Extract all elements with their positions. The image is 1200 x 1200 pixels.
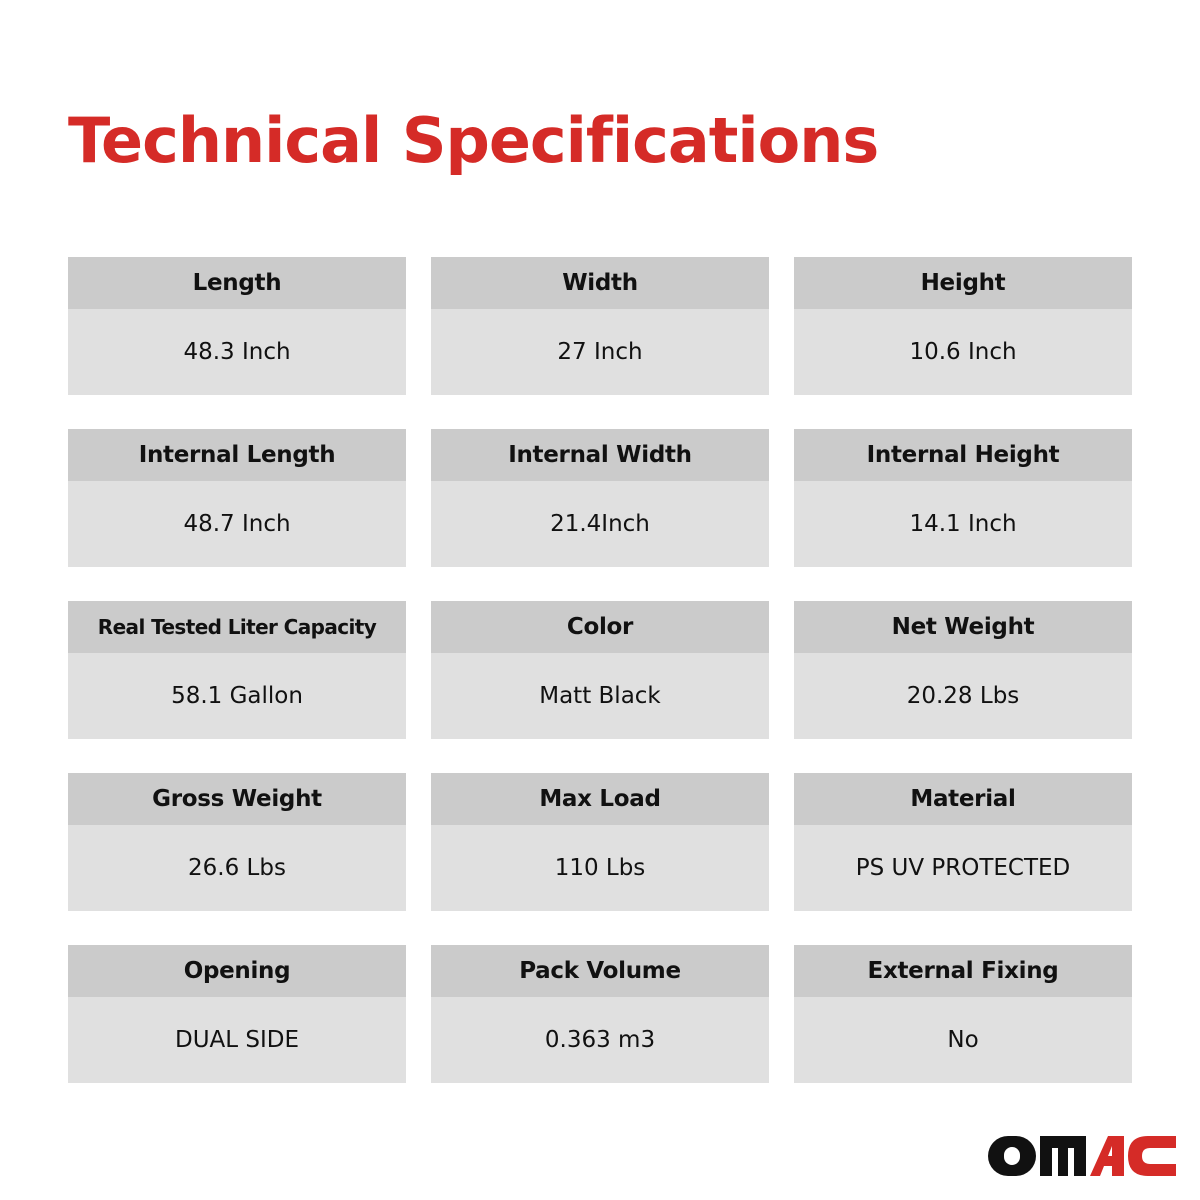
spec-card-real-tested-liter-capacity: Real Tested Liter Capacity 58.1 Gallon — [68, 601, 406, 739]
spec-card-width: Width 27 Inch — [431, 257, 769, 395]
spec-label: Height — [794, 257, 1132, 309]
spec-card-color: Color Matt Black — [431, 601, 769, 739]
spec-label: Internal Length — [68, 429, 406, 481]
spec-value: DUAL SIDE — [174, 1027, 300, 1053]
spec-label: Color — [431, 601, 769, 653]
spec-value: 26.6 Lbs — [188, 855, 286, 881]
spec-label: Opening — [68, 945, 406, 997]
spec-value: 27 Inch — [557, 339, 643, 365]
page-title: Technical Specifications — [68, 104, 879, 177]
spec-card-net-weight: Net Weight 20.28 Lbs — [794, 601, 1132, 739]
spec-value: No — [947, 1027, 979, 1053]
spec-card-length: Length 48.3 Inch — [68, 257, 406, 395]
spec-label: Internal Height — [794, 429, 1132, 481]
spec-value: 48.7 Inch — [183, 511, 291, 537]
spec-label: Max Load — [431, 773, 769, 825]
spec-label: Material — [794, 773, 1132, 825]
spec-label: Length — [68, 257, 406, 309]
spec-card-material: Material PS UV PROTECTED — [794, 773, 1132, 911]
spec-label: Width — [431, 257, 769, 309]
spec-label: Gross Weight — [68, 773, 406, 825]
spec-card-internal-width: Internal Width 21.4Inch — [431, 429, 769, 567]
spec-label: Internal Width — [431, 429, 769, 481]
spec-label: Net Weight — [794, 601, 1132, 653]
spec-label: Real Tested Liter Capacity — [68, 601, 406, 653]
spec-value: 58.1 Gallon — [171, 683, 303, 709]
spec-value: 110 Lbs — [554, 855, 646, 881]
spec-card-opening: Opening DUAL SIDE — [68, 945, 406, 1083]
spec-label: Pack Volume — [431, 945, 769, 997]
spec-value: PS UV PROTECTED — [855, 855, 1071, 881]
spec-card-pack-volume: Pack Volume 0.363 m3 — [431, 945, 769, 1083]
spec-value: 0.363 m3 — [544, 1027, 656, 1053]
spec-card-internal-length: Internal Length 48.7 Inch — [68, 429, 406, 567]
spec-value: 48.3 Inch — [183, 339, 291, 365]
spec-value: Matt Black — [539, 683, 661, 709]
spec-card-max-load: Max Load 110 Lbs — [431, 773, 769, 911]
spec-value: 14.1 Inch — [909, 511, 1017, 537]
spec-card-internal-height: Internal Height 14.1 Inch — [794, 429, 1132, 567]
spec-card-height: Height 10.6 Inch — [794, 257, 1132, 395]
spec-card-gross-weight: Gross Weight 26.6 Lbs — [68, 773, 406, 911]
spec-label: External Fixing — [794, 945, 1132, 997]
spec-card-external-fixing: External Fixing No — [794, 945, 1132, 1083]
spec-grid: Length 48.3 Inch Width 27 Inch Height 10.6 In… — [68, 257, 1132, 1083]
spec-value: 20.28 Lbs — [906, 683, 1020, 709]
spec-value: 21.4Inch — [550, 511, 650, 537]
omac-logo — [988, 1136, 1176, 1176]
spec-value: 10.6 Inch — [909, 339, 1017, 365]
